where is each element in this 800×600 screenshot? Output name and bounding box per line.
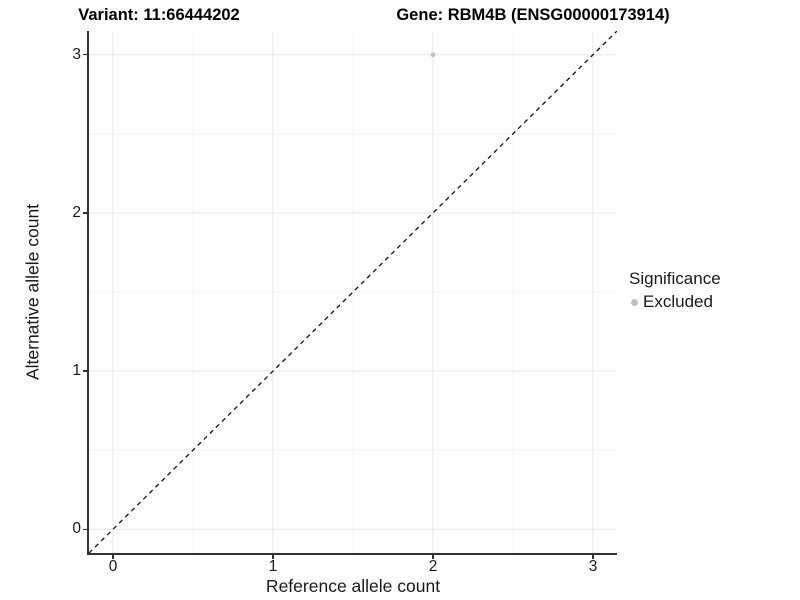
legend-title: Significance xyxy=(629,269,721,288)
x-axis-tick-label: 3 xyxy=(588,558,598,575)
y-axis-tick-label: 2 xyxy=(72,203,81,221)
variant-title: Variant: 11:66444202 xyxy=(78,6,240,24)
y-axis-tick xyxy=(82,212,88,214)
y-axis-line xyxy=(87,31,89,555)
y-axis-tick-label: 3 xyxy=(72,45,81,63)
y-axis-tick-label: 1 xyxy=(72,362,81,380)
legend-item: Excluded xyxy=(629,292,721,312)
data-point xyxy=(430,52,436,58)
x-axis-title: Reference allele count xyxy=(265,576,441,596)
x-axis-tick xyxy=(592,554,594,560)
x-axis-tick xyxy=(272,554,274,560)
y-axis-title: Alternative allele count xyxy=(22,203,43,381)
y-axis-tick xyxy=(82,370,88,372)
legend-point-icon xyxy=(631,298,638,306)
y-axis-tick xyxy=(82,528,88,531)
y-axis-tick-label: 0 xyxy=(72,520,81,538)
x-axis-tick-label: 2 xyxy=(428,558,438,575)
x-axis-tick xyxy=(112,554,114,560)
x-axis-tick-label: 1 xyxy=(268,558,278,575)
y-axis-tick xyxy=(82,53,88,56)
legend: Significance Excluded xyxy=(629,269,721,312)
x-axis-line xyxy=(87,553,617,555)
legend-items: Excluded xyxy=(629,292,721,312)
legend-item-label: Excluded xyxy=(643,292,713,311)
x-axis-tick-label: 0 xyxy=(108,558,118,575)
gene-title: Gene: RBM4B (ENSG00000173914) xyxy=(396,6,670,24)
x-axis-tick xyxy=(432,554,434,560)
plot-panel xyxy=(89,31,617,553)
panel-canvas xyxy=(89,31,617,553)
